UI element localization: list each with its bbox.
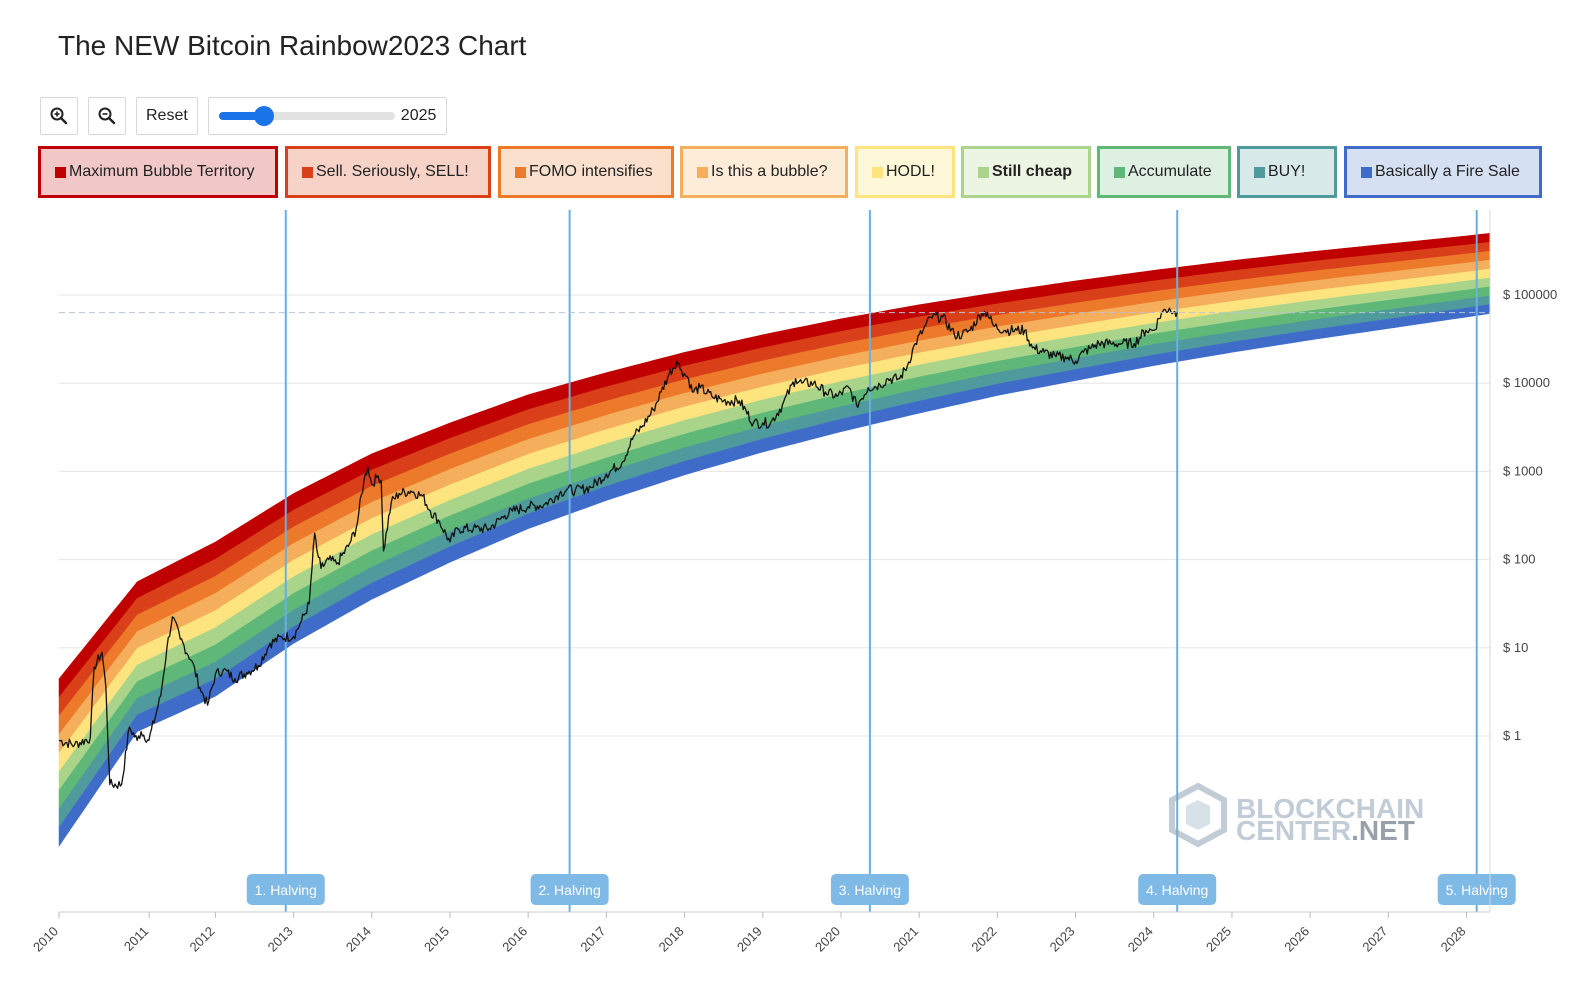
x-tick-label: 2011 [121, 924, 151, 954]
watermark-logo: BLOCKCHAIN CENTER.NET [1169, 782, 1424, 848]
legend-swatch [978, 166, 989, 178]
year-slider[interactable] [218, 106, 395, 126]
legend-label: Sell. Seriously, SELL! [316, 163, 469, 180]
zoom-out-icon [98, 107, 116, 125]
halving-label-text: 1. Halving [255, 882, 317, 898]
legend-label: Maximum Bubble Territory [69, 163, 255, 180]
page-title: The NEW Bitcoin Rainbow2023 Chart [58, 30, 527, 61]
legend-swatch [1254, 166, 1265, 178]
halving-label: 2. Halving [530, 874, 609, 905]
halving-label-bg [530, 874, 609, 905]
y-tick-label: $ 1000 [1503, 463, 1543, 478]
x-tick-label: 2023 [1047, 924, 1078, 955]
x-tick-label: 2024 [1125, 924, 1156, 955]
blockchaincenter-cube-icon [1169, 782, 1227, 848]
y-tick-label: $ 10 [1503, 640, 1528, 655]
halving-label-bg [830, 874, 909, 905]
legend-item-hodl[interactable]: HODL! [855, 146, 955, 198]
halving-label: 3. Halving [830, 874, 909, 905]
halving-label-text: 4. Halving [1146, 882, 1208, 898]
x-tick-label: 2010 [30, 924, 61, 955]
legend-item-is-this-a-bubble[interactable]: Is this a bubble? [680, 146, 848, 198]
halving-label-bg [246, 874, 325, 905]
halving-label: 5. Halving [1437, 874, 1516, 905]
halving-label-text: 2. Halving [538, 882, 600, 898]
halving-label-bg [1138, 874, 1217, 905]
zoom-in-button[interactable] [40, 97, 78, 135]
halving-label-text: 5. Halving [1446, 882, 1508, 898]
zoom-in-icon [50, 107, 68, 125]
legend-label: Still cheap [992, 163, 1073, 180]
legend-swatch [697, 166, 708, 178]
legend-label: BUY! [1268, 163, 1306, 180]
y-axis: $ 1 $ 10 $ 100 $ 1000 $ 10000 $ 100000 [1503, 287, 1557, 743]
halving-label: 1. Halving [246, 874, 325, 905]
legend-swatch [872, 166, 883, 178]
x-tick-label: 2025 [1203, 924, 1234, 955]
x-tick-label: 2016 [499, 924, 530, 955]
watermark-text-line2: CENTER.NET [1236, 815, 1415, 846]
x-tick-label: 2013 [265, 924, 296, 955]
legend-swatch [515, 166, 526, 178]
x-tick-label: 2019 [734, 924, 765, 955]
y-tick-label: $ 100 [1503, 552, 1536, 567]
x-tick-label: 2027 [1359, 924, 1390, 955]
zoom-out-button[interactable] [88, 97, 126, 135]
x-tick-label: 2026 [1281, 924, 1312, 955]
x-tick-label: 2017 [577, 924, 608, 955]
x-tick-label: 2022 [968, 924, 999, 955]
year-slider-fill [218, 112, 265, 120]
halving-labels: 1. Halving 2. Halving 3. Halving 4. Halving… [246, 874, 1516, 905]
legend-swatch [1114, 166, 1125, 178]
legend-label: Accumulate [1128, 163, 1212, 180]
x-tick-label: 2021 [890, 924, 921, 955]
legend-item-buy[interactable]: BUY! [1237, 146, 1337, 198]
legend-item-basically-a-fire-sale[interactable]: Basically a Fire Sale [1344, 146, 1542, 198]
year-slider-handle[interactable] [254, 106, 275, 126]
chart-toolbar: Reset 2025 [40, 96, 448, 136]
legend-item-still-cheap[interactable]: Still cheap [961, 146, 1091, 198]
legend-label: HODL! [886, 163, 935, 180]
x-tick-label: 2014 [343, 924, 374, 955]
legend-swatch [302, 166, 313, 178]
y-tick-label: $ 100000 [1503, 287, 1557, 302]
year-slider-value: 2025 [400, 107, 437, 124]
legend-swatch [55, 166, 66, 178]
btc-price-line [58, 307, 1178, 789]
legend-label: Is this a bubble? [711, 163, 828, 180]
halving-label-text: 3. Halving [839, 882, 901, 898]
legend-item-maximum-bubble-territory[interactable]: Maximum Bubble Territory [38, 146, 278, 198]
y-tick-label: $ 10000 [1503, 375, 1550, 390]
legend-label: Basically a Fire Sale [1375, 163, 1520, 180]
y-tick-label: $ 1 [1503, 728, 1521, 743]
watermark-text-center: CENTER [1236, 815, 1351, 846]
x-tick-label: 2028 [1438, 924, 1469, 955]
halving-label: 4. Halving [1138, 874, 1217, 905]
legend-item-fomo-intensifies[interactable]: FOMO intensifies [498, 146, 674, 198]
reset-button[interactable]: Reset [136, 97, 198, 135]
x-tick-label: 2012 [186, 924, 217, 955]
legend-swatch [1361, 166, 1372, 178]
legend-item-sell-seriously-sell[interactable]: Sell. Seriously, SELL! [285, 146, 491, 198]
rainbow-bands [58, 233, 1491, 848]
price-line-group [58, 307, 1178, 789]
year-slider-box: 2025 [207, 97, 448, 135]
watermark-text-line1: BLOCKCHAIN [1236, 793, 1424, 824]
x-tick-label: 2015 [421, 924, 452, 955]
watermark-text-net: .NET [1351, 815, 1415, 846]
x-tick-label: 2018 [656, 924, 687, 955]
legend-label: FOMO intensifies [529, 163, 653, 180]
halving-label-bg [1437, 874, 1516, 905]
legend-item-accumulate[interactable]: Accumulate [1097, 146, 1231, 198]
x-tick-label: 2020 [812, 924, 843, 955]
